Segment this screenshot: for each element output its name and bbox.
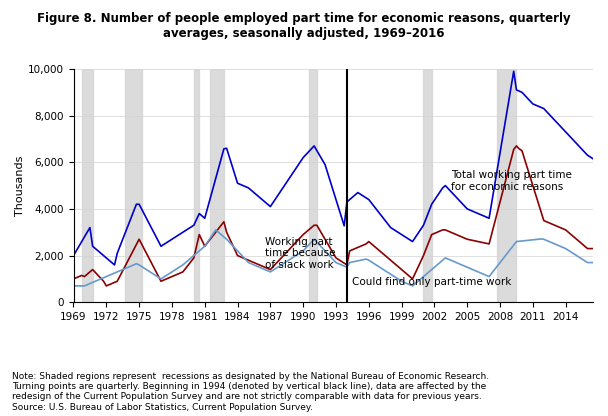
Y-axis label: Thousands: Thousands xyxy=(15,156,25,216)
Text: Could find only part-time work: Could find only part-time work xyxy=(353,277,512,287)
Text: Figure 8. Number of people employed part time for economic reasons, quarterly
av: Figure 8. Number of people employed part… xyxy=(37,12,571,40)
Text: Working part
time because
of slack work: Working part time because of slack work xyxy=(265,237,336,270)
Bar xyxy=(210,69,224,302)
Bar xyxy=(424,69,432,302)
Bar xyxy=(81,69,92,302)
Text: Total working part time
for economic reasons: Total working part time for economic rea… xyxy=(451,170,572,192)
Bar xyxy=(309,69,317,302)
Bar xyxy=(125,69,142,302)
Bar xyxy=(497,69,516,302)
Text: Note: Shaded regions represent  recessions as designated by the National Bureau : Note: Shaded regions represent recession… xyxy=(12,371,489,412)
Bar xyxy=(194,69,199,302)
